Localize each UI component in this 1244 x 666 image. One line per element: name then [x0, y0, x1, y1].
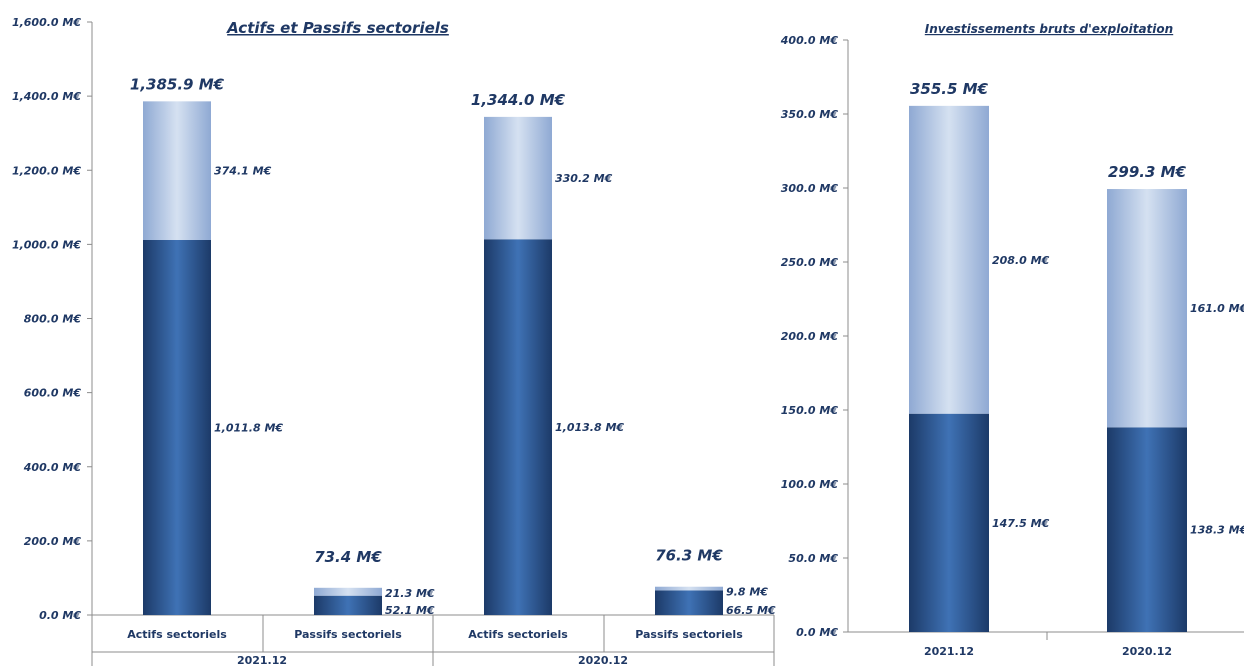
bar-segment — [1107, 189, 1187, 428]
chart-title: Investissements bruts d'exploitation — [925, 22, 1173, 36]
total-label: 76.3 M€ — [655, 547, 723, 565]
x-tick-label: 2020.12 — [1122, 645, 1172, 658]
bar-segment — [484, 116, 552, 240]
data-label: 9.8 M€ — [726, 586, 768, 599]
bar-segment — [143, 240, 211, 615]
x-tick-label: Actifs sectoriels — [468, 628, 568, 641]
x-tick-label: Passifs sectoriels — [635, 628, 743, 641]
data-label: 66.5 M€ — [726, 604, 776, 617]
chart-investissements: Investissements bruts d'exploitation 0.0… — [780, 22, 1244, 658]
data-label: 1,013.8 M€ — [555, 421, 624, 434]
y-tick-label: 150.0 M€ — [781, 404, 839, 417]
x-tick-label: 2021.12 — [924, 645, 974, 658]
y-tick-label: 0.0 M€ — [39, 609, 81, 622]
y-tick-label: 50.0 M€ — [788, 552, 838, 565]
bar-segment — [909, 105, 989, 414]
chart-title: Actifs et Passifs sectoriels — [226, 19, 449, 37]
group-label: 2021.12 — [237, 654, 287, 666]
bar-segment — [314, 587, 382, 596]
y-tick-label: 200.0 M€ — [24, 535, 82, 548]
y-tick-label: 400.0 M€ — [23, 461, 82, 474]
bar-segment — [655, 590, 723, 615]
data-label: 138.3 M€ — [1190, 524, 1244, 537]
y-tick-label: 1,400.0 M€ — [12, 90, 81, 103]
bar-segment — [1107, 427, 1187, 632]
data-label: 208.0 M€ — [992, 254, 1050, 267]
total-label: 299.3 M€ — [1108, 163, 1187, 181]
bar-segment — [909, 413, 989, 632]
y-tick-label: 300.0 M€ — [781, 182, 839, 195]
y-tick-label: 600.0 M€ — [24, 387, 82, 400]
total-label: 1,344.0 M€ — [471, 91, 566, 109]
y-tick-label: 100.0 M€ — [781, 478, 839, 491]
data-label: 147.5 M€ — [992, 517, 1050, 530]
total-label: 355.5 M€ — [910, 80, 989, 98]
data-label: 1,011.8 M€ — [214, 422, 283, 435]
bar-segment — [143, 101, 211, 241]
data-label: 52.1 M€ — [385, 604, 435, 617]
total-label: 1,385.9 M€ — [130, 75, 225, 93]
data-label: 21.3 M€ — [385, 587, 435, 600]
y-tick-label: 200.0 M€ — [781, 330, 839, 343]
data-label: 330.2 M€ — [555, 172, 613, 185]
x-tick-label: Actifs sectoriels — [127, 628, 227, 641]
group-label: 2020.12 — [578, 654, 628, 666]
bar-segment — [655, 586, 723, 591]
y-tick-label: 0.0 M€ — [796, 626, 838, 639]
data-label: 161.0 M€ — [1190, 302, 1244, 315]
y-tick-label: 400.0 M€ — [780, 34, 839, 47]
y-tick-label: 1,600.0 M€ — [12, 16, 81, 29]
x-tick-label: Passifs sectoriels — [294, 628, 402, 641]
total-label: 73.4 M€ — [314, 548, 382, 566]
chart-actifs-passifs: Actifs et Passifs sectoriels 0.0 M€ 200.0… — [12, 16, 776, 666]
bar-segment — [484, 239, 552, 615]
y-tick-label: 1,200.0 M€ — [12, 164, 81, 177]
y-tick-label: 800.0 M€ — [24, 313, 82, 326]
data-label: 374.1 M€ — [214, 165, 272, 178]
y-tick-label: 350.0 M€ — [781, 108, 839, 121]
bar-segment — [314, 595, 382, 615]
y-tick-label: 1,000.0 M€ — [12, 238, 81, 251]
y-tick-label: 250.0 M€ — [781, 256, 839, 269]
